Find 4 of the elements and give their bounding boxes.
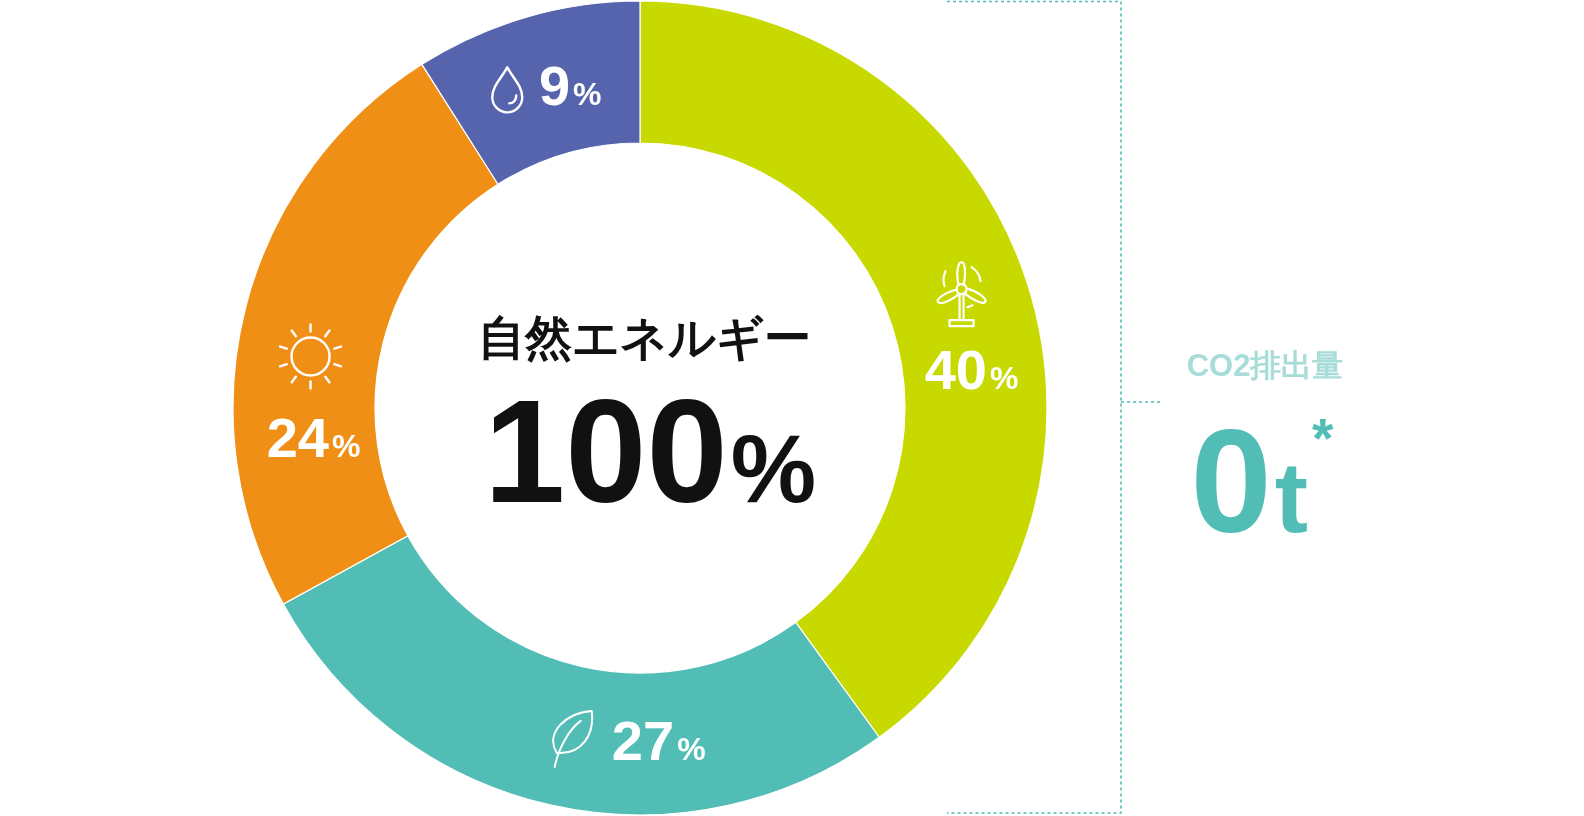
subtitle: 100% <box>484 370 816 533</box>
annotation: 0t$^{*}$ <box>1190 400 1334 563</box>
annotation: CO2排出量 <box>1186 348 1344 383</box>
title: 自然エネルギー <box>477 311 811 364</box>
